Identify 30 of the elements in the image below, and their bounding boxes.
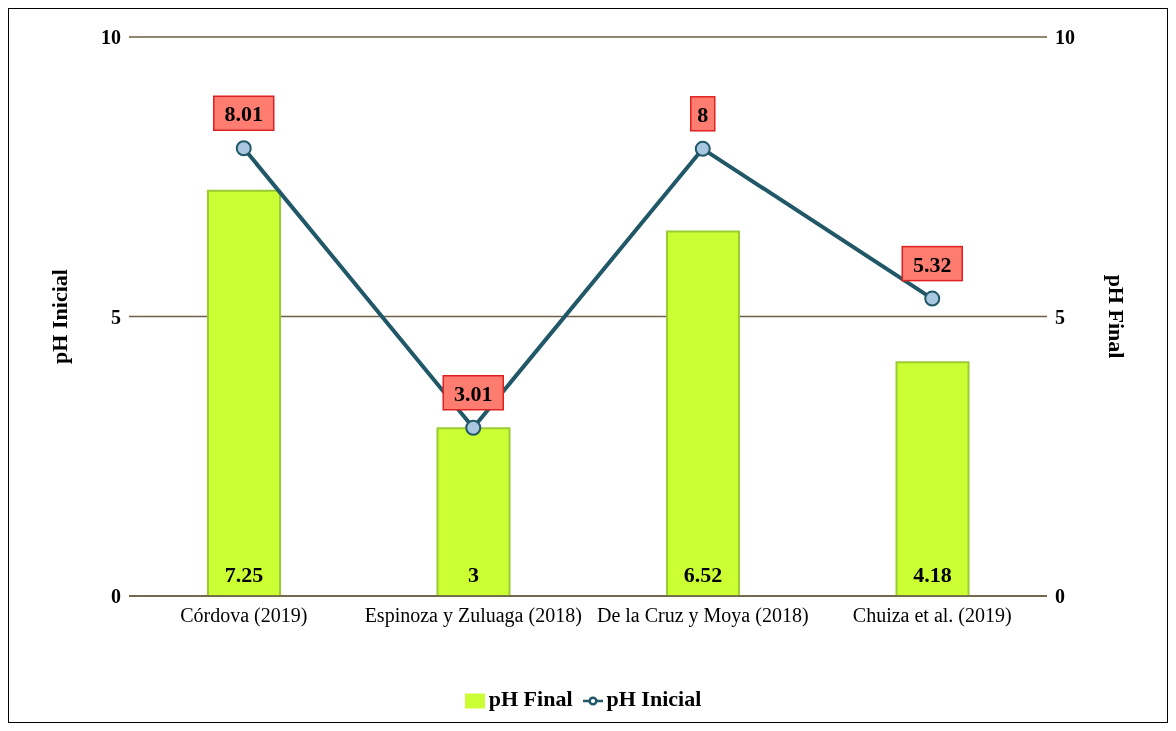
y-tick-label: 0 bbox=[111, 585, 121, 608]
legend-label: pH Inicial bbox=[606, 686, 702, 711]
point bbox=[465, 419, 482, 436]
point bbox=[924, 290, 941, 307]
data-label: 7.25 bbox=[224, 562, 264, 587]
data-label: 5.32 bbox=[913, 251, 952, 277]
data-label: 8 bbox=[697, 101, 709, 127]
y2-axis-title: pH Final bbox=[1104, 274, 1130, 359]
data-label: 6.52 bbox=[683, 562, 723, 587]
legend-label: pH Final bbox=[488, 686, 573, 711]
bar bbox=[895, 361, 970, 596]
x-tick-label: Córdova (2019) bbox=[180, 604, 308, 628]
y2-tick-label: 0 bbox=[1055, 585, 1065, 608]
data-label: 4.18 bbox=[913, 562, 952, 587]
y-axis-title: pH Inicial bbox=[46, 269, 72, 364]
y-tick-label: 5 bbox=[111, 305, 121, 328]
x-tick-label: Espinoza y Zuluaga (2018) bbox=[364, 604, 582, 628]
data-label: 3 bbox=[468, 562, 479, 587]
y-tick-label: 10 bbox=[101, 26, 121, 49]
x-tick-label: De la Cruz y Moya (2018) bbox=[596, 604, 809, 628]
x-tick-label: Chuiza et al. (2019) bbox=[852, 604, 1012, 628]
bar bbox=[666, 230, 740, 596]
y2-tick-label: 5 bbox=[1055, 305, 1065, 328]
bar bbox=[207, 189, 281, 596]
bar bbox=[436, 427, 511, 596]
point bbox=[694, 140, 711, 157]
y2-tick-label: 10 bbox=[1055, 26, 1075, 49]
point bbox=[235, 140, 252, 157]
data-label: 3.01 bbox=[454, 380, 493, 406]
data-label: 8.01 bbox=[224, 101, 263, 127]
